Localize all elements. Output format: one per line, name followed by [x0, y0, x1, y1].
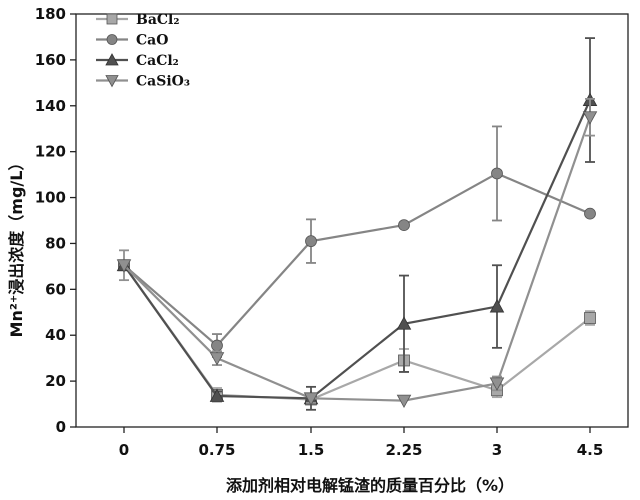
y-tick-label: 40: [45, 326, 66, 344]
series-line: [123, 116, 592, 402]
y-tick-label: 140: [35, 97, 66, 115]
series-2: [118, 125, 596, 358]
data-point: [303, 392, 319, 406]
x-axis-title: 添加剂相对电解锰渣的质量百分比（%）: [226, 476, 514, 495]
series-3: [116, 37, 598, 411]
legend-label: CaSiO₃: [136, 74, 190, 90]
data-point: [584, 312, 596, 324]
x-tick-label: 0: [119, 441, 129, 459]
plot-area: 0 20 40 60 80 100 120 140 160 180 0 0.75 1.5 2.25 3 4.5…: [35, 5, 629, 459]
legend-marker: [105, 53, 119, 66]
data-point: [584, 207, 596, 220]
y-axis-title: Mn²⁺浸出浓度（mg/L）: [7, 155, 26, 338]
data-point: [305, 235, 317, 248]
data-point: [491, 167, 503, 180]
x-tick-label: 2.25: [385, 441, 422, 459]
data-point: [489, 377, 505, 391]
data-point: [209, 352, 225, 366]
series-4: [116, 97, 598, 409]
legend-marker: [106, 34, 118, 45]
series-line: [123, 172, 591, 348]
series-line: [123, 264, 591, 401]
y-tick-label: 120: [35, 143, 66, 161]
data-point: [209, 388, 225, 402]
data-point: [398, 219, 410, 231]
legend: BaCl₂ CaO CaCl₂ CaSiO₃: [96, 12, 190, 90]
data-point: [396, 394, 412, 409]
y-tick-label: 180: [35, 5, 66, 23]
legend-label: CaO: [136, 33, 168, 49]
x-tick-label: 0.75: [198, 441, 235, 459]
series-line: [123, 99, 592, 400]
y-tick-label: 0: [56, 418, 66, 436]
legend-marker: [105, 75, 119, 88]
x-tick-label: 3: [492, 441, 502, 459]
y-tick-label: 100: [35, 189, 66, 207]
data-point: [211, 339, 223, 352]
data-point: [582, 111, 598, 125]
legend-label: CaCl₂: [136, 53, 179, 69]
legend-marker: [106, 13, 118, 25]
x-tick-label: 4.5: [577, 441, 604, 459]
y-tick-label: 60: [45, 280, 66, 298]
y-tick-label: 160: [35, 51, 66, 69]
plot-frame: [75, 13, 629, 428]
data-point: [396, 316, 412, 330]
data-point: [489, 299, 505, 313]
data-point: [116, 259, 132, 273]
y-tick-label: 80: [45, 234, 66, 252]
x-tick-label: 1.5: [298, 441, 325, 459]
legend-label: BaCl₂: [136, 12, 180, 28]
y-tick-label: 20: [45, 372, 66, 390]
